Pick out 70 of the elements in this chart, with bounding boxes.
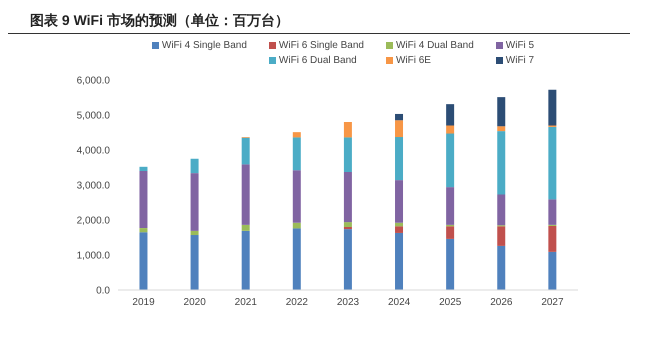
x-tick-label: 2024 xyxy=(388,297,411,308)
bar xyxy=(344,137,352,172)
legend-label: WiFi 4 Dual Band xyxy=(396,40,474,51)
chart-title: 图表 9 WiFi 市场的预测（单位：百万台） xyxy=(8,8,630,34)
bar xyxy=(242,224,250,231)
bar xyxy=(139,171,148,228)
legend-label: WiFi 6 Single Band xyxy=(278,40,364,51)
bar xyxy=(190,173,199,231)
legend-label: WiFi 7 xyxy=(506,55,534,66)
x-tick-label: 2025 xyxy=(439,297,462,308)
bar xyxy=(242,164,250,225)
bar xyxy=(344,122,352,138)
bar xyxy=(292,170,301,223)
y-tick-label: 4,000.0 xyxy=(76,146,110,157)
y-tick-label: 3,000.0 xyxy=(76,180,110,192)
y-tick-label: 2,000.0 xyxy=(76,216,110,227)
legend-label: WiFi 6 Dual Band xyxy=(278,55,357,66)
bar xyxy=(395,180,404,223)
bar xyxy=(497,131,506,194)
bar xyxy=(497,194,506,226)
y-tick-label: 5,000.0 xyxy=(76,110,110,122)
y-tick-label: 6,000.0 xyxy=(76,76,110,87)
bar xyxy=(548,90,556,126)
bar xyxy=(242,138,250,164)
bar xyxy=(139,232,148,290)
bar xyxy=(548,199,556,225)
bar xyxy=(497,126,506,132)
bar xyxy=(548,126,556,200)
x-tick-label: 2027 xyxy=(541,297,564,308)
bar xyxy=(548,252,556,290)
bar xyxy=(497,97,506,126)
bar xyxy=(497,226,506,246)
bar xyxy=(446,104,454,126)
bar xyxy=(242,230,250,290)
bar xyxy=(190,230,199,236)
y-tick-label: 0.0 xyxy=(96,286,110,297)
bar xyxy=(446,134,454,188)
x-tick-label: 2019 xyxy=(132,297,156,308)
bar xyxy=(292,132,301,138)
x-tick-label: 2021 xyxy=(234,297,258,308)
bar xyxy=(446,238,454,290)
x-tick-label: 2022 xyxy=(286,297,308,308)
bar xyxy=(292,137,301,170)
y-tick-label: 1,000.0 xyxy=(76,250,110,262)
bar xyxy=(446,226,454,239)
bar xyxy=(395,226,404,233)
legend-label: WiFi 6E xyxy=(396,55,431,66)
x-tick-label: 2020 xyxy=(184,297,206,308)
legend-label: WiFi 5 xyxy=(506,40,534,51)
bar xyxy=(548,226,556,252)
bar xyxy=(344,172,352,222)
bar xyxy=(395,222,404,226)
bar xyxy=(395,137,404,180)
bar xyxy=(292,228,301,290)
bar xyxy=(395,232,404,290)
bar xyxy=(395,120,404,138)
bar xyxy=(190,158,199,174)
bar xyxy=(344,229,352,290)
bar xyxy=(292,222,301,228)
bar xyxy=(497,246,506,290)
bar xyxy=(344,222,352,227)
bar xyxy=(139,228,148,232)
x-tick-label: 2026 xyxy=(490,297,513,308)
bar xyxy=(395,114,404,120)
bar xyxy=(190,235,199,290)
bar xyxy=(446,187,454,225)
legend-label: WiFi 4 Single Band xyxy=(162,40,247,51)
x-tick-label: 2023 xyxy=(336,297,360,308)
bar xyxy=(139,166,148,171)
bar xyxy=(446,126,454,134)
